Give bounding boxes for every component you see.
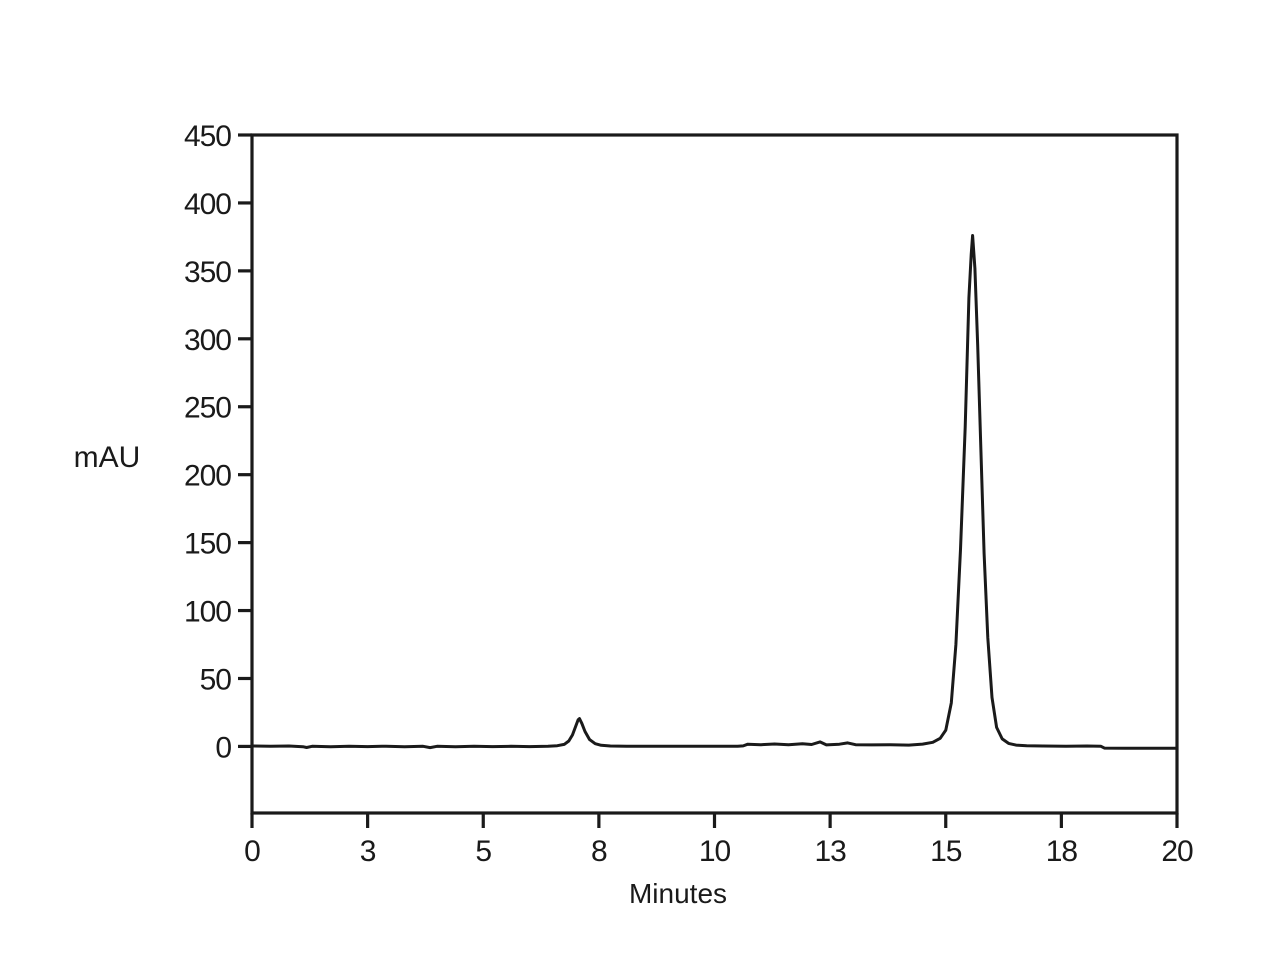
- y-axis-tick-label: 100: [184, 596, 231, 629]
- y-axis-tick-label: 250: [184, 392, 231, 425]
- y-axis-tick-label: 0: [215, 731, 231, 764]
- x-axis-tick-label: 10: [699, 835, 731, 868]
- y-axis-title: mAU: [74, 441, 141, 474]
- x-axis-tick-label: 20: [1161, 835, 1193, 868]
- x-axis-tick-label: 13: [814, 835, 846, 868]
- x-axis-title: Minutes: [629, 878, 727, 909]
- chromatogram-trace: [250, 234, 1179, 750]
- y-axis-tick-label: 200: [184, 460, 231, 493]
- y-axis-tick-label: 400: [184, 188, 231, 221]
- x-axis-tick-label: 8: [591, 835, 607, 868]
- x-axis-tick-label: 5: [475, 835, 491, 868]
- y-axis-tick-label: 50: [200, 663, 232, 696]
- x-axis-tick-label: 0: [244, 835, 260, 868]
- y-axis-tick-label: 300: [184, 324, 231, 357]
- x-axis-tick-label: 15: [930, 835, 962, 868]
- y-axis-tick-label: 350: [184, 256, 231, 289]
- y-axis-tick-label: 450: [184, 120, 231, 153]
- x-axis-tick-label: 3: [360, 835, 376, 868]
- y-axis-tick-label: 150: [184, 528, 231, 561]
- x-axis-tick-label: 18: [1046, 835, 1078, 868]
- plot-frame: [250, 133, 1179, 815]
